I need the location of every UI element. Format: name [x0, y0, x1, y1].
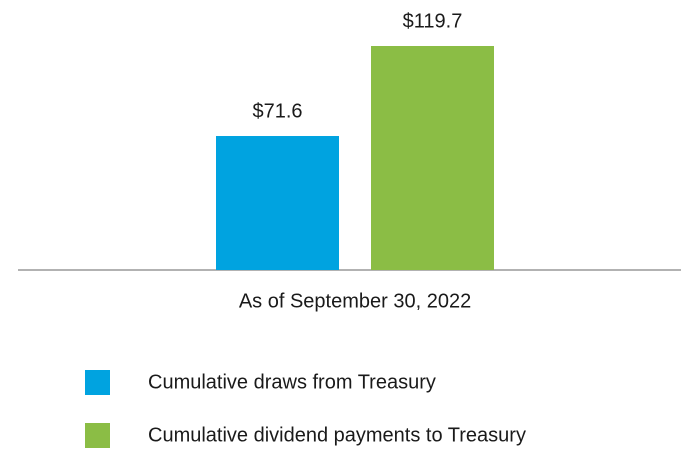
value-label: $71.6	[252, 100, 302, 122]
bar	[371, 46, 494, 270]
value-label: $119.7	[403, 10, 463, 32]
bar	[216, 136, 339, 270]
legend-label: Cumulative draws from Treasury	[148, 371, 436, 393]
x-tick-label: As of September 30, 2022	[239, 290, 471, 312]
legend-swatch	[85, 370, 110, 395]
legend-swatch	[85, 423, 110, 448]
legend-label: Cumulative dividend payments to Treasury	[148, 424, 526, 446]
